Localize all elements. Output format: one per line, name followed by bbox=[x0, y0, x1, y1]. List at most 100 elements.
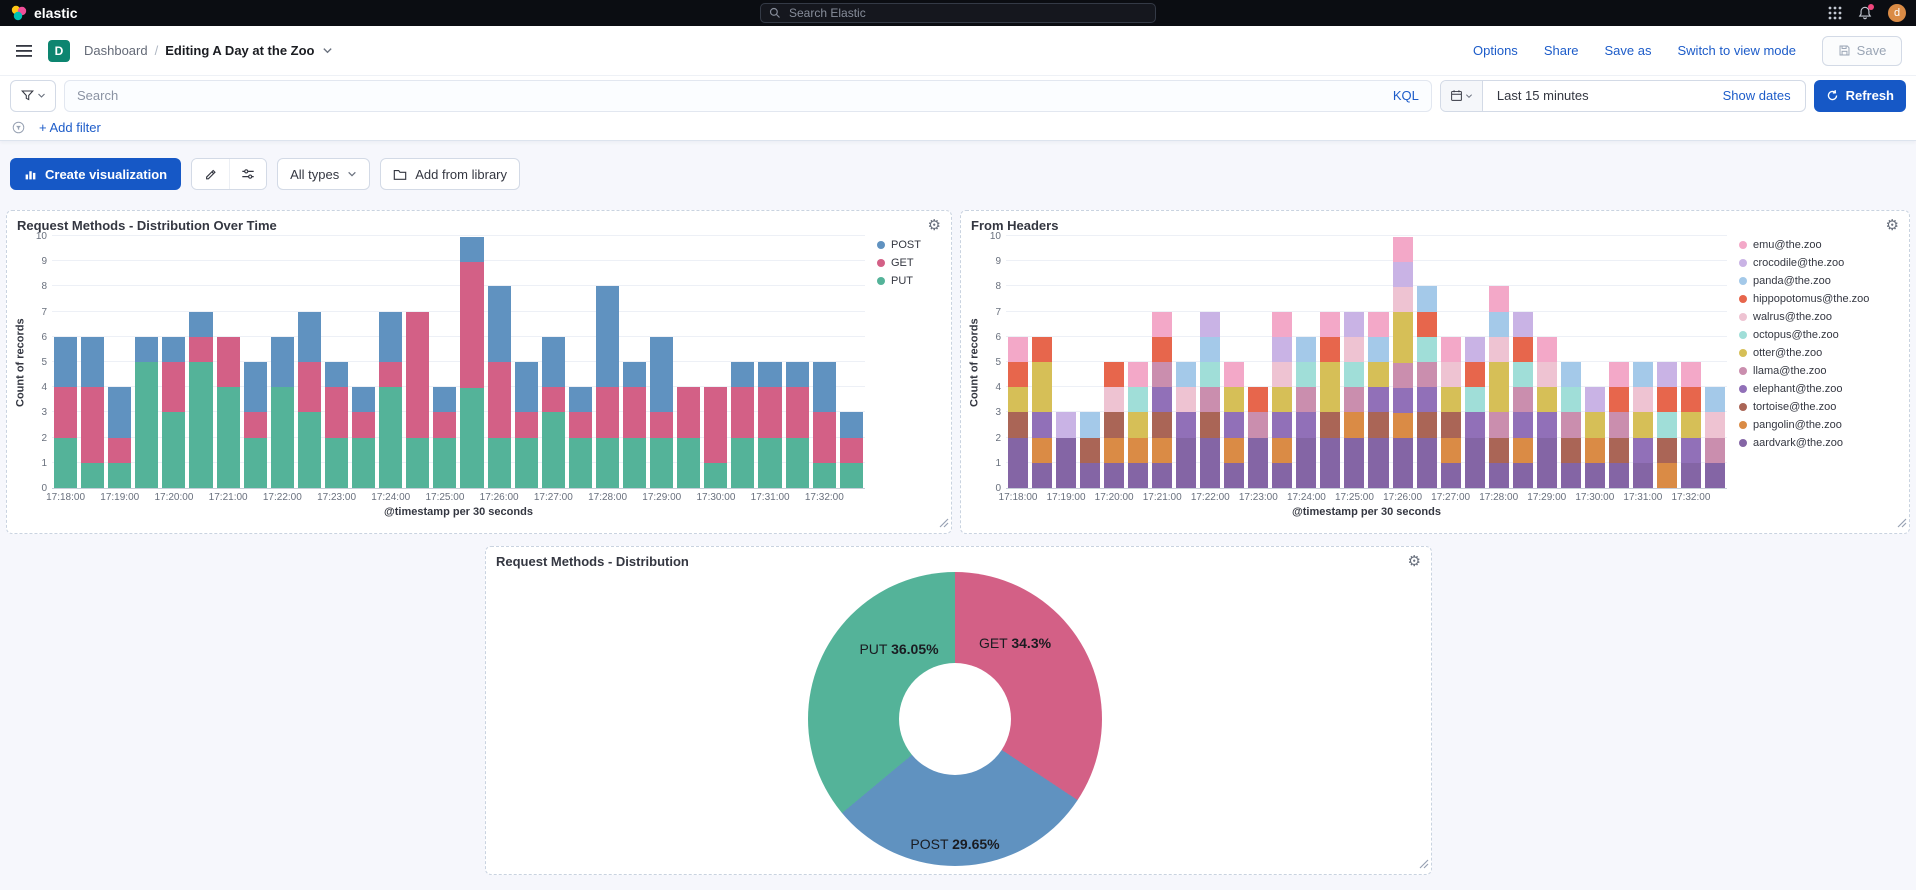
saved-query-menu-button[interactable] bbox=[10, 79, 56, 112]
bar-stack[interactable] bbox=[1704, 237, 1725, 488]
create-visualization-button[interactable]: Create visualization bbox=[10, 158, 182, 190]
bar-stack[interactable] bbox=[135, 237, 159, 488]
panel-request-methods-over-time[interactable]: Request Methods - Distribution Over Time… bbox=[6, 210, 952, 534]
bar-stack[interactable] bbox=[243, 237, 267, 488]
legend-item[interactable]: hippopotomus@the.zoo bbox=[1739, 293, 1899, 305]
title-chevron-down-icon[interactable] bbox=[322, 45, 333, 56]
refresh-button[interactable]: Refresh bbox=[1813, 79, 1906, 112]
plot-area[interactable] bbox=[1006, 235, 1727, 489]
save-button[interactable]: Save bbox=[1822, 35, 1902, 66]
bar-stack[interactable] bbox=[731, 237, 755, 488]
panel-settings-gear-icon[interactable]: ⚙ bbox=[927, 217, 941, 234]
bar-stack[interactable] bbox=[270, 237, 294, 488]
panel-request-methods-distribution[interactable]: Request Methods - Distribution ⚙ GET 34.… bbox=[485, 546, 1432, 875]
annotation-icon-button[interactable] bbox=[192, 159, 230, 189]
bar-stack[interactable] bbox=[487, 237, 511, 488]
save-as-button[interactable]: Save as bbox=[1604, 43, 1652, 58]
bar-stack[interactable] bbox=[595, 237, 619, 488]
bar-stack[interactable] bbox=[1488, 237, 1509, 488]
bar-stack[interactable] bbox=[514, 237, 538, 488]
options-button[interactable]: Options bbox=[1473, 43, 1518, 58]
show-dates-button[interactable]: Show dates bbox=[1603, 88, 1805, 103]
legend-item[interactable]: otter@the.zoo bbox=[1739, 347, 1899, 359]
share-button[interactable]: Share bbox=[1543, 43, 1579, 58]
bar-stack[interactable] bbox=[189, 237, 213, 488]
bar-stack[interactable] bbox=[1008, 237, 1029, 488]
bar-stack[interactable] bbox=[297, 237, 321, 488]
bar-stack[interactable] bbox=[568, 237, 592, 488]
all-types-dropdown[interactable]: All types bbox=[277, 158, 371, 190]
global-search-input[interactable] bbox=[787, 5, 1147, 21]
donut-chart-request-methods[interactable]: GET 34.3% POST 29.65% PUT 36.05% bbox=[486, 547, 1431, 874]
bar-stack[interactable] bbox=[1416, 237, 1437, 488]
bar-stack[interactable] bbox=[216, 237, 240, 488]
bar-stack[interactable] bbox=[1512, 237, 1533, 488]
bar-stack[interactable] bbox=[1656, 237, 1677, 488]
add-from-library-button[interactable]: Add from library bbox=[380, 158, 520, 190]
panel-title[interactable]: From Headers bbox=[971, 218, 1059, 233]
bar-stack[interactable] bbox=[1368, 237, 1389, 488]
breadcrumb-dashboard-link[interactable]: Dashboard bbox=[84, 43, 148, 58]
panel-title[interactable]: Request Methods - Distribution bbox=[496, 554, 689, 569]
bar-stack[interactable] bbox=[1320, 237, 1341, 488]
legend-item[interactable]: emu@the.zoo bbox=[1739, 239, 1899, 251]
query-search-input[interactable] bbox=[75, 87, 1391, 104]
kql-language-button[interactable]: KQL bbox=[1392, 88, 1419, 103]
bar-stack[interactable] bbox=[162, 237, 186, 488]
bar-stack[interactable] bbox=[1296, 237, 1317, 488]
bar-stack[interactable] bbox=[650, 237, 674, 488]
menu-hamburger-icon[interactable] bbox=[14, 42, 34, 60]
legend-item[interactable]: pangolin@the.zoo bbox=[1739, 419, 1899, 431]
bar-stack[interactable] bbox=[1272, 237, 1293, 488]
bar-stack[interactable] bbox=[1032, 237, 1053, 488]
bar-stack[interactable] bbox=[1464, 237, 1485, 488]
bar-stack[interactable] bbox=[704, 237, 728, 488]
bar-chart-from-headers[interactable]: Count of records 0 1 2 3 4 5 6 7 8 9 10 17:18:00 17:1… bbox=[961, 232, 1909, 522]
global-search-box[interactable] bbox=[760, 3, 1156, 23]
bar-stack[interactable] bbox=[677, 237, 701, 488]
bar-stack[interactable] bbox=[758, 237, 782, 488]
bar-stack[interactable] bbox=[406, 237, 430, 488]
bar-stack[interactable] bbox=[1056, 237, 1077, 488]
bar-stack[interactable] bbox=[81, 237, 105, 488]
space-avatar[interactable]: D bbox=[48, 39, 70, 62]
legend-item[interactable]: aardvark@the.zoo bbox=[1739, 437, 1899, 449]
legend-item[interactable]: llama@the.zoo bbox=[1739, 365, 1899, 377]
bar-stack[interactable] bbox=[1536, 237, 1557, 488]
legend-item[interactable]: GET bbox=[877, 257, 941, 269]
page-title[interactable]: Editing A Day at the Zoo bbox=[165, 43, 315, 58]
panel-settings-gear-icon[interactable]: ⚙ bbox=[1885, 217, 1899, 234]
bar-stack[interactable] bbox=[1584, 237, 1605, 488]
panel-resize-handle[interactable] bbox=[939, 516, 949, 531]
bar-stack[interactable] bbox=[1632, 237, 1653, 488]
bar-stack[interactable] bbox=[1200, 237, 1221, 488]
bar-stack[interactable] bbox=[812, 237, 836, 488]
bar-stack[interactable] bbox=[839, 237, 863, 488]
bar-stack[interactable] bbox=[785, 237, 809, 488]
bar-stack[interactable] bbox=[433, 237, 457, 488]
notifications-bell-icon[interactable] bbox=[1858, 4, 1874, 20]
bar-stack[interactable] bbox=[460, 237, 484, 488]
bar-stack[interactable] bbox=[1560, 237, 1581, 488]
legend-item[interactable]: panda@the.zoo bbox=[1739, 275, 1899, 287]
plot-area[interactable] bbox=[52, 235, 865, 489]
bar-stack[interactable] bbox=[541, 237, 565, 488]
bar-stack[interactable] bbox=[1176, 237, 1197, 488]
bar-stack[interactable] bbox=[324, 237, 349, 488]
elastic-logo[interactable]: elastic bbox=[10, 4, 78, 22]
bar-stack[interactable] bbox=[54, 237, 78, 488]
panel-from-headers[interactable]: From Headers ⚙ Count of records 0 1 2 3 4 5 6 7 8… bbox=[960, 210, 1910, 534]
bar-stack[interactable] bbox=[1224, 237, 1245, 488]
panel-resize-handle[interactable] bbox=[1897, 516, 1907, 531]
bar-stack[interactable] bbox=[1248, 237, 1269, 488]
legend-item[interactable]: PUT bbox=[877, 275, 941, 287]
quick-select-calendar-button[interactable] bbox=[1440, 80, 1483, 111]
bar-stack[interactable] bbox=[1104, 237, 1125, 488]
legend-item[interactable]: crocodile@the.zoo bbox=[1739, 257, 1899, 269]
bar-stack[interactable] bbox=[1128, 237, 1149, 488]
user-avatar[interactable]: Dd bbox=[1888, 4, 1906, 22]
bar-chart-request-methods[interactable]: Count of records 0 1 2 3 4 5 6 7 8 9 10 17:18:00 17:1… bbox=[7, 232, 951, 522]
bar-stack[interactable] bbox=[1440, 237, 1461, 488]
apps-grid-icon[interactable] bbox=[1828, 6, 1842, 20]
legend-item[interactable]: octopus@the.zoo bbox=[1739, 329, 1899, 341]
